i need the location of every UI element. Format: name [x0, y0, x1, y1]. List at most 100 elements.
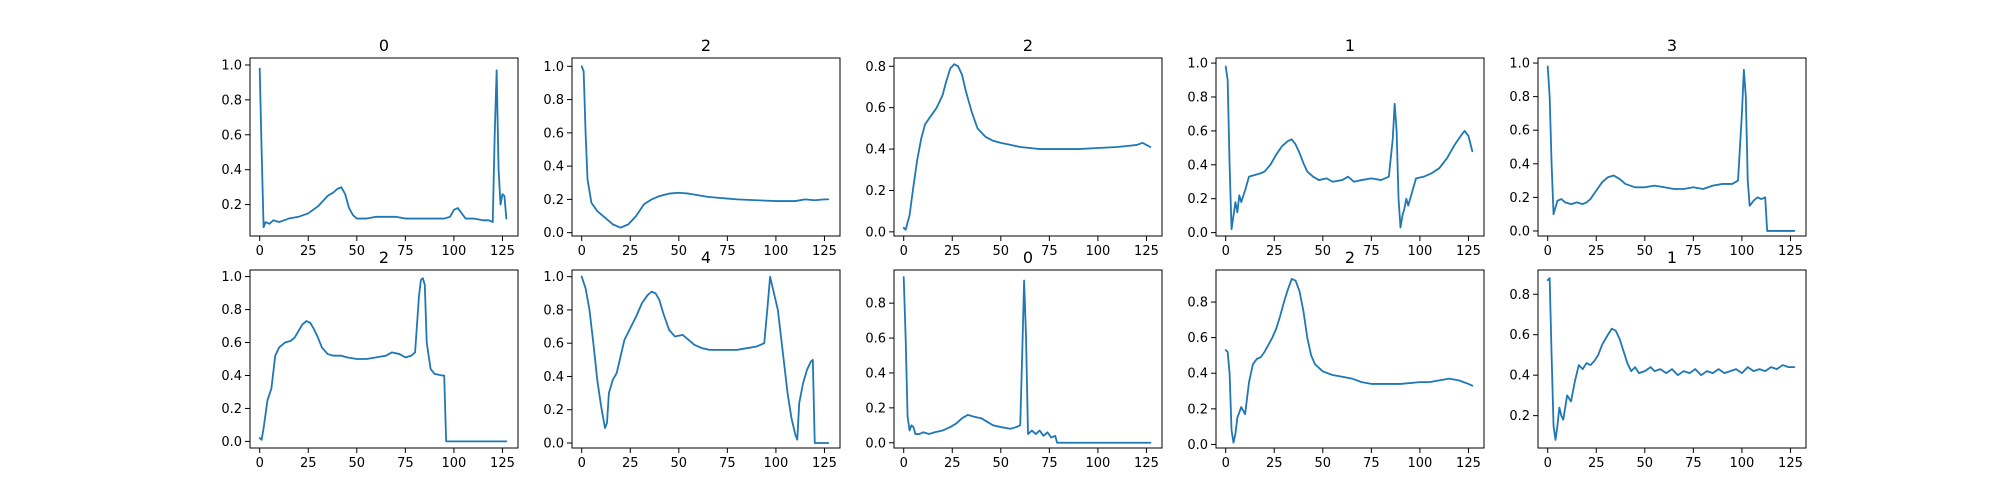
- chart-panel-1: 0 25 50 75 100 125 0.0 0.2 0.4 0.6 0.8 1.0 2: [543, 36, 841, 259]
- y-tick-label: 0.0: [221, 435, 242, 450]
- chart-panel-4: 0 25 50 75 100 125 0.0 0.2 0.4 0.6 0.8 1.0 3: [1509, 36, 1807, 259]
- series-line-2: [902, 63, 1152, 231]
- y-tick-label: 1.0: [221, 270, 242, 285]
- chart-panel-9: 0 25 50 75 100 125 0.2 0.4 0.6 0.8 1: [1509, 248, 1807, 471]
- x-tick-label: 100: [1085, 456, 1110, 471]
- x-tick-label: 100: [441, 456, 466, 471]
- x-tick-label: 0: [1222, 244, 1230, 259]
- y-tick-label: 0.6: [1509, 328, 1530, 343]
- x-tick-label: 75: [1363, 244, 1380, 259]
- y-tick-label: 1.0: [1509, 57, 1530, 72]
- chart-panel-6: 0 25 50 75 100 125 0.0 0.2 0.4 0.6 0.8 1.0 4: [543, 248, 841, 471]
- y-tick-label: 0.8: [865, 60, 886, 75]
- x-tick-label: 75: [1363, 456, 1380, 471]
- panel-title: 2: [1345, 248, 1355, 267]
- x-tick-label: 125: [812, 456, 837, 471]
- x-tick-label: 125: [490, 244, 515, 259]
- y-tick-label: 0.6: [865, 332, 886, 347]
- y-tick-label: 0.6: [543, 126, 564, 141]
- x-tick-label: 50: [993, 456, 1010, 471]
- series-line-1: [580, 65, 830, 229]
- y-tick-label: 0.6: [1187, 124, 1208, 139]
- panel-title: 0: [1023, 248, 1033, 267]
- chart-panel-7: 0 25 50 75 100 125 0.0 0.2 0.4 0.6 0.8 0: [865, 248, 1163, 471]
- y-tick-label: 0.4: [543, 160, 564, 175]
- y-tick-label: 0.4: [1187, 367, 1208, 382]
- y-tick-label: 0.0: [543, 437, 564, 452]
- y-tick-label: 0.0: [1187, 226, 1208, 241]
- series-line-8: [1224, 278, 1474, 444]
- series-line-0: [258, 67, 508, 229]
- plot-frame: [1215, 269, 1485, 449]
- x-tick-label: 125: [1456, 456, 1481, 471]
- y-tick-label: 0.6: [1187, 331, 1208, 346]
- x-tick-label: 50: [1637, 244, 1654, 259]
- x-tick-label: 25: [622, 244, 639, 259]
- x-tick-label: 50: [1315, 456, 1332, 471]
- y-tick-label: 0.6: [865, 101, 886, 116]
- y-tick-label: 0.2: [865, 184, 886, 199]
- x-tick-label: 0: [1544, 456, 1552, 471]
- x-tick-label: 100: [1085, 244, 1110, 259]
- series-line-4: [1546, 65, 1796, 232]
- x-tick-label: 75: [1685, 456, 1702, 471]
- x-tick-label: 100: [441, 244, 466, 259]
- x-tick-label: 125: [1778, 456, 1803, 471]
- panel-title: 1: [1667, 248, 1677, 267]
- plot-frame: [571, 269, 841, 449]
- plot-frame: [1537, 269, 1807, 449]
- x-tick-label: 75: [1041, 456, 1058, 471]
- y-tick-label: 0.2: [865, 401, 886, 416]
- x-tick-label: 125: [490, 456, 515, 471]
- y-tick-label: 0.8: [865, 297, 886, 312]
- plot-frame: [893, 57, 1163, 237]
- y-tick-label: 0.6: [221, 128, 242, 143]
- x-tick-label: 100: [1729, 244, 1754, 259]
- y-tick-label: 0.2: [221, 402, 242, 417]
- y-tick-label: 0.8: [1187, 296, 1208, 311]
- x-tick-label: 50: [349, 456, 366, 471]
- x-tick-label: 125: [1134, 244, 1159, 259]
- panel-title: 4: [701, 248, 711, 267]
- y-tick-label: 0.2: [1509, 191, 1530, 206]
- x-tick-label: 100: [763, 456, 788, 471]
- chart-panel-2: 0 25 50 75 100 125 0.0 0.2 0.4 0.6 0.8 2: [865, 36, 1163, 259]
- y-tick-label: 0.4: [1509, 369, 1530, 384]
- plot-frame: [893, 269, 1163, 449]
- panel-title: 1: [1345, 36, 1355, 55]
- x-tick-label: 0: [1544, 244, 1552, 259]
- x-tick-label: 25: [1266, 456, 1283, 471]
- y-tick-label: 0.0: [1187, 438, 1208, 453]
- y-tick-label: 0.8: [543, 303, 564, 318]
- panel-title: 2: [1023, 36, 1033, 55]
- plot-frame: [249, 269, 519, 449]
- y-tick-label: 0.8: [221, 303, 242, 318]
- chart-panel-3: 0 25 50 75 100 125 0.0 0.2 0.4 0.6 0.8 1.0 1: [1187, 36, 1485, 259]
- y-tick-label: 0.0: [865, 436, 886, 451]
- x-tick-label: 25: [944, 244, 961, 259]
- panel-title: 0: [379, 36, 389, 55]
- x-tick-label: 50: [1637, 456, 1654, 471]
- x-tick-label: 75: [719, 244, 736, 259]
- x-tick-label: 25: [1588, 456, 1605, 471]
- x-tick-label: 100: [1729, 456, 1754, 471]
- series-line-9: [1546, 277, 1796, 441]
- x-tick-label: 75: [1685, 244, 1702, 259]
- x-tick-label: 0: [900, 244, 908, 259]
- plot-frame: [571, 57, 841, 237]
- x-tick-label: 0: [900, 456, 908, 471]
- series-line-7: [902, 276, 1152, 444]
- x-tick-label: 0: [256, 456, 264, 471]
- y-tick-label: 0.2: [543, 403, 564, 418]
- x-tick-label: 50: [349, 244, 366, 259]
- x-tick-label: 25: [1266, 244, 1283, 259]
- y-tick-label: 0.4: [543, 370, 564, 385]
- y-tick-label: 0.8: [1509, 288, 1530, 303]
- y-tick-label: 0.2: [1509, 409, 1530, 424]
- x-tick-label: 75: [1041, 244, 1058, 259]
- y-tick-label: 0.4: [865, 143, 886, 158]
- x-tick-label: 75: [397, 244, 414, 259]
- y-tick-label: 0.2: [543, 193, 564, 208]
- x-tick-label: 50: [671, 244, 688, 259]
